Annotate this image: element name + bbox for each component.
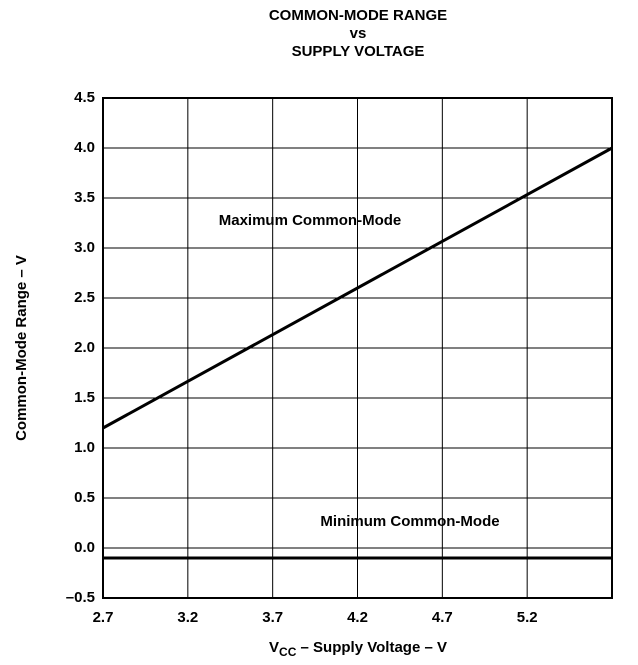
x-tick-label: 4.7 (432, 609, 453, 626)
x-tick-label: 4.2 (347, 609, 368, 626)
y-tick-label: 2.0 (74, 339, 95, 356)
series-line (102, 146, 613, 430)
y-tick-label: 3.5 (74, 189, 95, 206)
y-axis-label: Common-Mode Range – V (13, 255, 30, 441)
y-tick-label: 1.5 (74, 389, 95, 406)
annotation: Minimum Common-Mode (320, 513, 499, 530)
y-tick-label: 1.0 (74, 439, 95, 456)
x-label-sub: CC (279, 645, 297, 659)
x-label-rest: – Supply Voltage – V (296, 639, 447, 656)
annotation: Maximum Common-Mode (219, 212, 402, 229)
y-tick-label: 3.0 (74, 239, 95, 256)
y-tick-label: 0.5 (74, 489, 95, 506)
x-tick-label: 3.7 (262, 609, 283, 626)
x-tick-label: 3.2 (177, 609, 198, 626)
chart-title: vs (350, 25, 367, 42)
y-tick-label: –0.5 (66, 589, 95, 606)
x-label-main: V (269, 639, 279, 656)
x-tick-label: 2.7 (93, 609, 114, 626)
chart-title: SUPPLY VOLTAGE (292, 43, 425, 60)
x-axis-label: VCC – Supply Voltage – V (269, 639, 447, 659)
y-tick-label: 2.5 (74, 289, 95, 306)
plot-frame (102, 97, 613, 599)
chart-title: COMMON-MODE RANGE (269, 7, 447, 24)
x-tick-label: 5.2 (517, 609, 538, 626)
y-tick-label: 0.0 (74, 539, 95, 556)
y-tick-label: 4.0 (74, 139, 95, 156)
y-tick-label: 4.5 (74, 89, 95, 106)
